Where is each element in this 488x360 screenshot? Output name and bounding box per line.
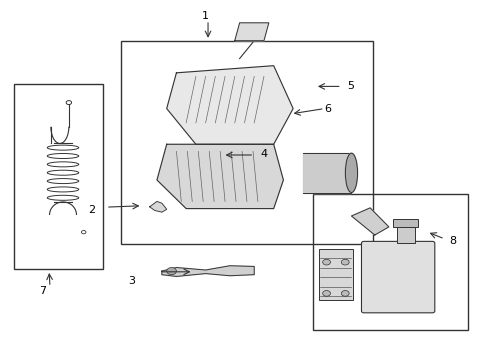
- Text: 2: 2: [88, 205, 95, 215]
- Polygon shape: [166, 66, 292, 144]
- Bar: [120, 41, 372, 244]
- Circle shape: [322, 259, 330, 265]
- Circle shape: [166, 267, 176, 275]
- Polygon shape: [149, 202, 166, 212]
- Bar: [312, 194, 467, 330]
- Text: 8: 8: [448, 237, 455, 247]
- Bar: [14, 84, 103, 269]
- Ellipse shape: [345, 153, 357, 193]
- Text: 6: 6: [324, 104, 331, 113]
- Bar: [302, 153, 351, 193]
- Bar: [396, 227, 414, 243]
- Text: 7: 7: [39, 286, 46, 296]
- Bar: [393, 219, 418, 227]
- Polygon shape: [234, 23, 268, 41]
- Circle shape: [341, 291, 348, 296]
- Text: 5: 5: [346, 81, 353, 91]
- Text: 3: 3: [128, 276, 135, 286]
- FancyBboxPatch shape: [361, 241, 434, 313]
- Polygon shape: [162, 266, 254, 276]
- Circle shape: [341, 259, 348, 265]
- Polygon shape: [351, 208, 388, 235]
- Circle shape: [322, 291, 330, 296]
- Bar: [318, 249, 352, 300]
- Text: 4: 4: [260, 149, 267, 159]
- Polygon shape: [157, 144, 283, 208]
- Text: 1: 1: [202, 11, 209, 21]
